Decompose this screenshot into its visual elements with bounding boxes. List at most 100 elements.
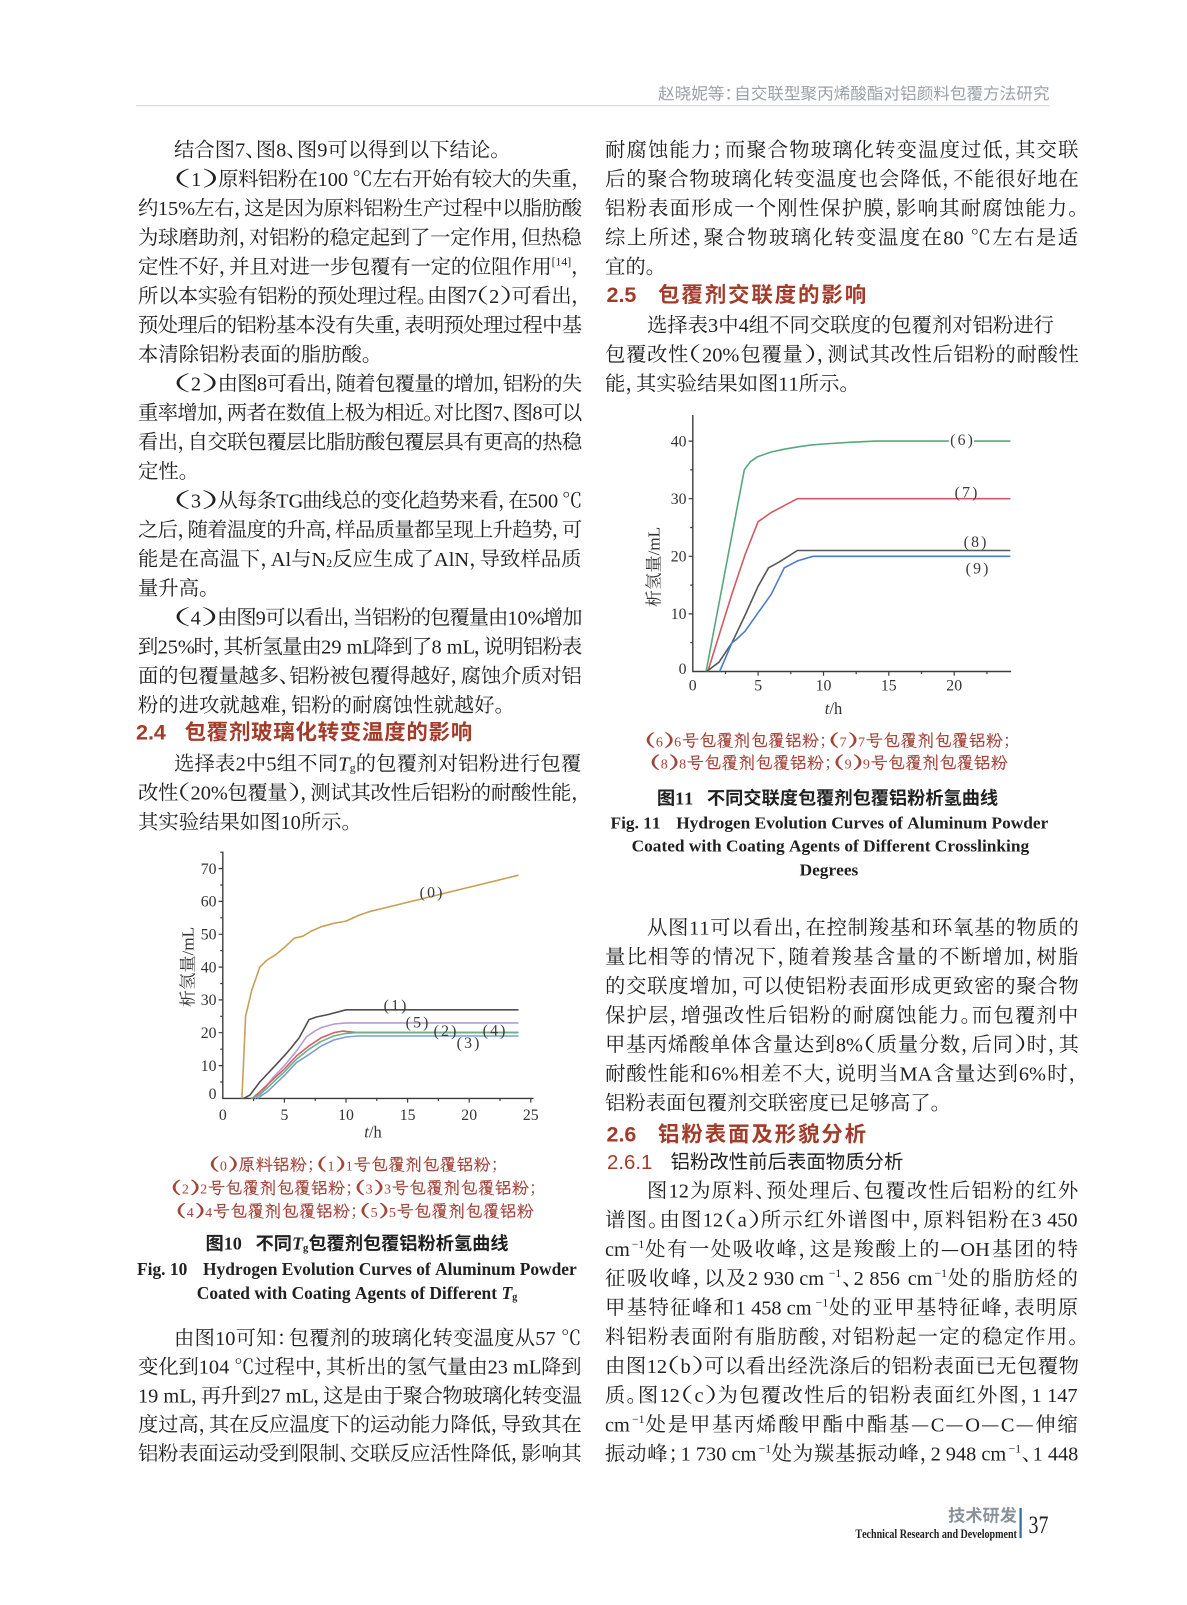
- svg-text:5: 5: [371, 1205, 378, 1221]
- svg-text:30: 30: [201, 992, 217, 1009]
- svg-text:Fig. 10: Fig. 10: [137, 1259, 188, 1279]
- svg-text:5: 5: [389, 1205, 396, 1221]
- svg-text:8: 8: [532, 403, 542, 425]
- svg-text:6: 6: [674, 734, 681, 750]
- svg-text:T: T: [292, 1234, 304, 1254]
- svg-text:−1: −1: [632, 1412, 645, 1426]
- svg-text:−1: −1: [935, 1266, 948, 1280]
- svg-text:1: 1: [1033, 1444, 1043, 1466]
- svg-text:): ): [972, 485, 977, 502]
- svg-text:5: 5: [266, 753, 276, 775]
- svg-text:5: 5: [413, 1015, 421, 1032]
- svg-text:3: 3: [464, 1035, 472, 1052]
- svg-text:2: 2: [326, 556, 332, 570]
- svg-text:2: 2: [236, 753, 246, 775]
- svg-text:TG: TG: [276, 490, 303, 512]
- svg-text:8: 8: [971, 534, 979, 551]
- svg-text:930 cm: 930 cm: [764, 1268, 825, 1290]
- svg-text:7: 7: [840, 734, 847, 750]
- svg-text:a: a: [738, 1210, 747, 1232]
- svg-text:): ): [474, 1035, 479, 1052]
- svg-text:Coated with Coating Agents of: Coated with Coating Agents of Different: [197, 1283, 497, 1303]
- svg-text:0: 0: [219, 1107, 227, 1124]
- svg-text:10: 10: [338, 1107, 354, 1124]
- svg-text:4: 4: [191, 607, 201, 629]
- svg-text:20: 20: [946, 678, 962, 695]
- svg-text:1: 1: [391, 998, 399, 1015]
- svg-text:8: 8: [257, 374, 267, 396]
- svg-text:C: C: [931, 1414, 945, 1436]
- svg-text:): ): [981, 534, 986, 551]
- svg-text:(: (: [483, 1023, 488, 1040]
- svg-text:(: (: [964, 534, 969, 551]
- svg-text:OH: OH: [960, 1239, 990, 1261]
- svg-text:2: 2: [748, 1268, 758, 1290]
- svg-text:15: 15: [881, 678, 897, 695]
- svg-text:2: 2: [200, 1182, 207, 1198]
- svg-text:40: 40: [671, 433, 687, 450]
- svg-text:Hydrogen Evolution Curves of A: Hydrogen Evolution Curves of Aluminum Po…: [676, 813, 1048, 832]
- svg-text:9: 9: [845, 757, 852, 773]
- svg-text:5: 5: [754, 678, 762, 695]
- svg-text:t: t: [825, 699, 830, 718]
- svg-text:3: 3: [708, 315, 718, 337]
- svg-text:7: 7: [962, 485, 970, 502]
- svg-text:3: 3: [384, 1182, 391, 1198]
- svg-text:3: 3: [366, 1182, 373, 1198]
- svg-text:0: 0: [427, 885, 435, 902]
- svg-text:2: 2: [489, 286, 499, 308]
- svg-text:2: 2: [931, 1444, 941, 1466]
- svg-text:3: 3: [191, 490, 201, 512]
- svg-text:1: 1: [1032, 1385, 1042, 1407]
- svg-text:11: 11: [689, 918, 709, 940]
- svg-text:1: 1: [191, 169, 201, 191]
- svg-text:Al: Al: [271, 549, 292, 571]
- svg-text:7: 7: [858, 734, 865, 750]
- svg-text:147: 147: [1047, 1385, 1078, 1407]
- svg-text:70: 70: [201, 861, 217, 878]
- svg-text:cm: cm: [605, 1239, 630, 1261]
- svg-text:): ): [423, 1015, 428, 1032]
- svg-text:4: 4: [205, 1205, 212, 1221]
- svg-text:): ): [451, 1023, 456, 1040]
- svg-text:Coated with Coating Agents of: Coated with Coating Agents of Different …: [632, 837, 1030, 856]
- svg-text:9: 9: [863, 757, 870, 773]
- svg-text:2.6.1: 2.6.1: [607, 1152, 652, 1174]
- svg-text:2.5: 2.5: [607, 283, 637, 307]
- svg-text:40: 40: [201, 959, 217, 976]
- svg-text:3: 3: [1032, 1210, 1042, 1232]
- svg-text:(: (: [406, 1015, 411, 1032]
- svg-text:15: 15: [400, 1107, 416, 1124]
- svg-text:450: 450: [1047, 1210, 1078, 1232]
- svg-text:Technical Research and Develop: Technical Research and Development: [855, 1527, 1017, 1541]
- svg-text:30: 30: [671, 491, 687, 508]
- svg-text:29 mL: 29 mL: [321, 637, 375, 659]
- svg-text:9: 9: [317, 140, 327, 162]
- svg-text:37: 37: [1029, 1511, 1049, 1539]
- svg-text:8: 8: [661, 757, 668, 773]
- svg-text:−1: −1: [829, 1266, 842, 1280]
- svg-text:c: c: [695, 1385, 704, 1407]
- svg-text:10: 10: [671, 606, 687, 623]
- svg-text:27 mL: 27 mL: [260, 1386, 314, 1408]
- svg-text:Fig. 11: Fig. 11: [611, 813, 661, 832]
- svg-text:6: 6: [958, 432, 966, 449]
- svg-text:/mL: /mL: [179, 927, 198, 956]
- svg-text:4: 4: [490, 1023, 498, 1040]
- svg-text:(: (: [950, 432, 955, 449]
- svg-text:10: 10: [816, 678, 832, 695]
- svg-text:20: 20: [671, 549, 687, 566]
- svg-text:7: 7: [235, 140, 245, 162]
- svg-text:(: (: [434, 1023, 439, 1040]
- svg-text:12: 12: [659, 1385, 679, 1407]
- svg-text:Degrees: Degrees: [800, 861, 859, 880]
- svg-text:25: 25: [523, 1107, 539, 1124]
- svg-text:10: 10: [215, 1328, 235, 1350]
- svg-text:Hydrogen Evolution Curves of A: Hydrogen Evolution Curves of Aluminum Po…: [203, 1259, 577, 1279]
- svg-text:0: 0: [679, 661, 687, 678]
- svg-text:12: 12: [647, 1356, 667, 1378]
- svg-text:C: C: [1001, 1414, 1015, 1436]
- svg-text:6: 6: [656, 734, 663, 750]
- svg-text:20%: 20%: [702, 344, 739, 366]
- svg-text:12: 12: [669, 1181, 689, 1203]
